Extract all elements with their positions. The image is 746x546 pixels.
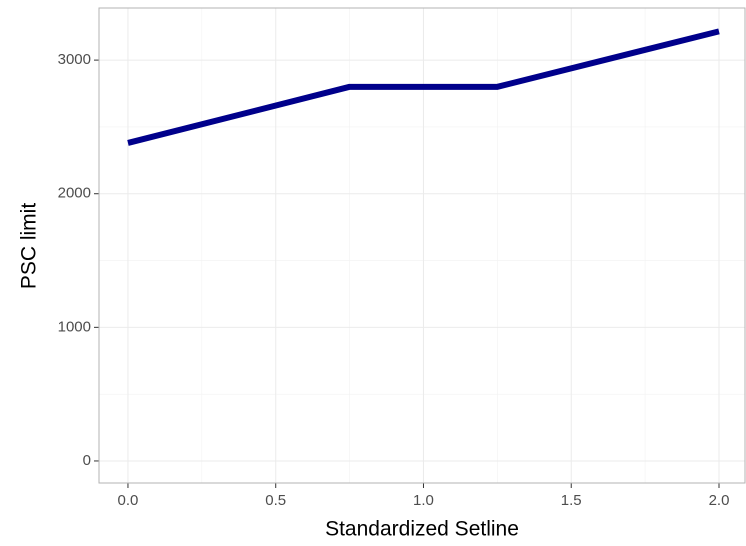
data-line (127, 28, 720, 146)
x-tick-label: 0.0 (118, 492, 139, 509)
x-axis-title: Standardized Setline (325, 518, 519, 541)
y-tick-label: 1000 (58, 318, 91, 335)
y-tick-label: 0 (83, 452, 91, 469)
x-tick-label: 1.5 (561, 492, 582, 509)
x-tick-label: 1.0 (413, 492, 434, 509)
y-tick-label: 3000 (58, 51, 91, 68)
y-axis-title: PSC limit (18, 203, 41, 290)
y-tick-label: 2000 (58, 185, 91, 202)
x-tick-label: 2.0 (709, 492, 730, 509)
x-tick-label: 0.5 (265, 492, 286, 509)
plot-border (98, 7, 746, 484)
